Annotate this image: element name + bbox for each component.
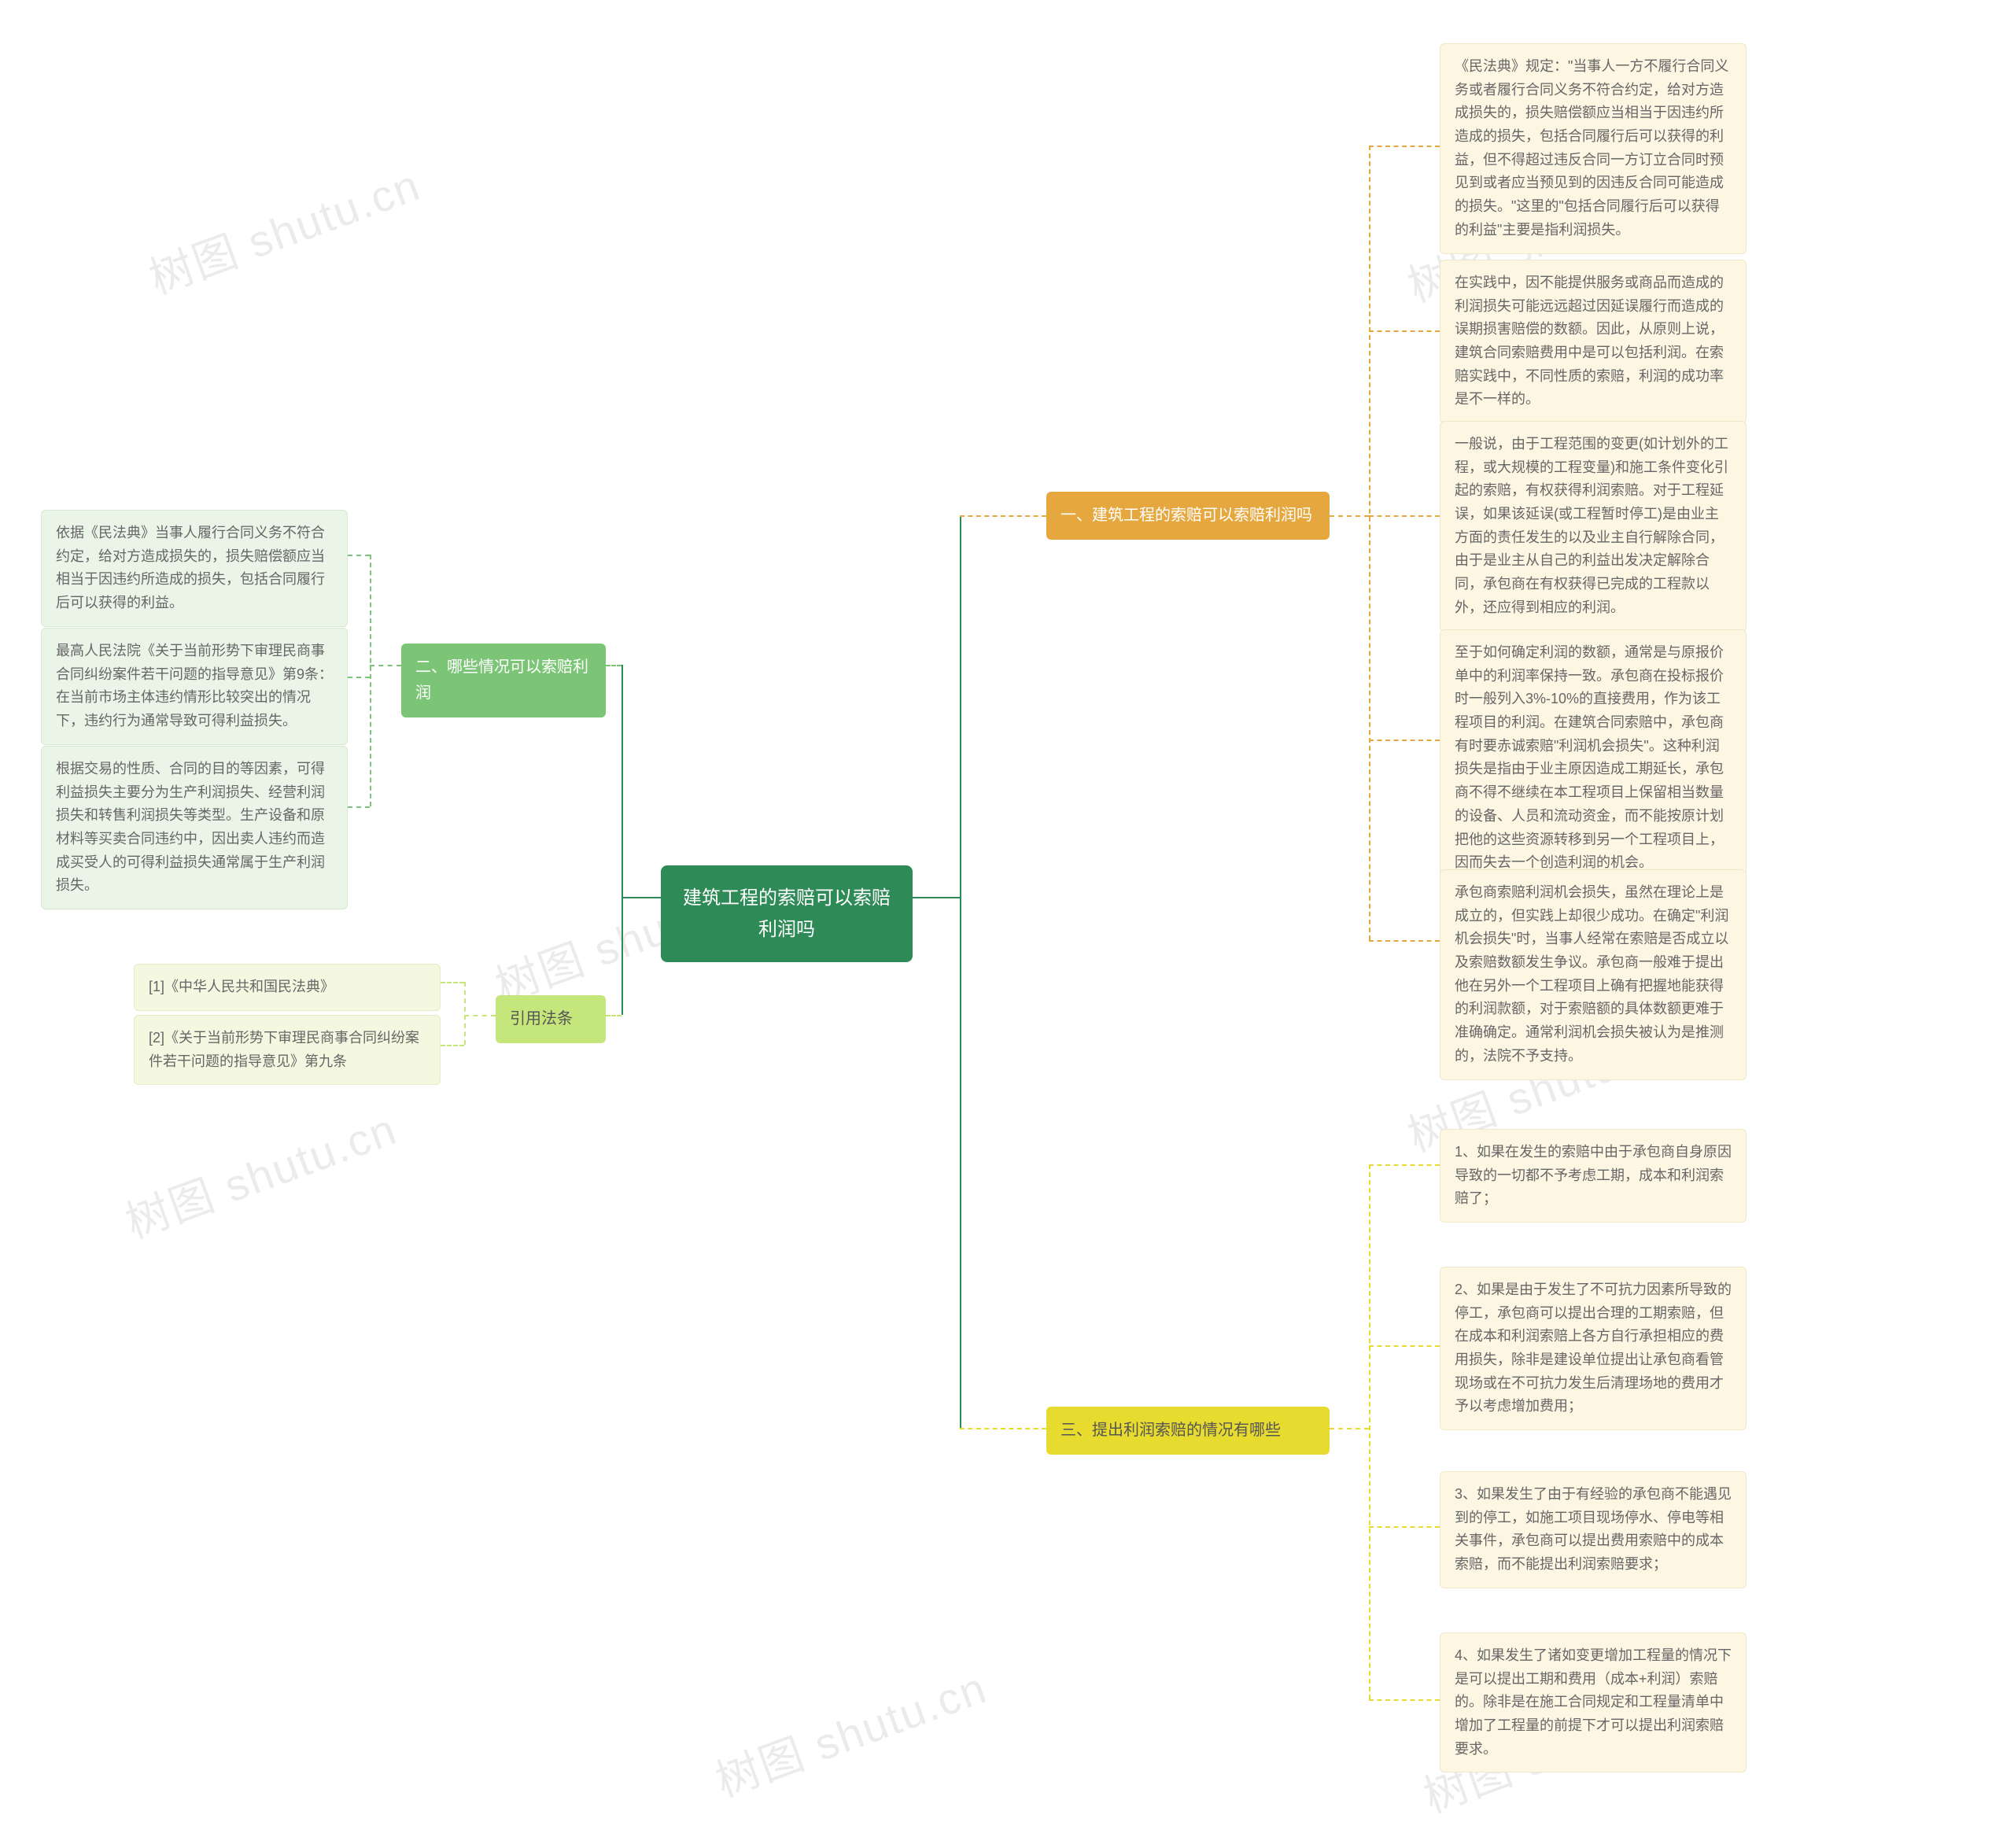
- leaf-node: 2、如果是由于发生了不可抗力因素所导致的停工，承包商可以提出合理的工期索赔，但在…: [1440, 1267, 1747, 1430]
- connector: [1369, 146, 1440, 147]
- connector: [441, 1045, 464, 1046]
- connector: [1369, 1699, 1440, 1701]
- leaf-node: 在实践中，因不能提供服务或商品而造成的利润损失可能远远超过因延误履行而造成的误期…: [1440, 260, 1747, 423]
- leaf-node: 根据交易的性质、合同的目的等因素，可得利益损失主要分为生产利润损失、经营利润损失…: [41, 746, 348, 909]
- connector: [1369, 740, 1440, 741]
- leaf-node: [1]《中华人民共和国民法典》: [134, 964, 441, 1011]
- connector: [1369, 1526, 1440, 1528]
- connector: [1369, 515, 1440, 517]
- connector: [622, 897, 661, 898]
- leaf-node: 1、如果在发生的索赔中由于承包商自身原因导致的一切都不予考虑工期，成本和利润索赔…: [1440, 1129, 1747, 1223]
- leaf-node: 承包商索赔利润机会损失，虽然在理论上是成立的，但实践上却很少成功。在确定"利润机…: [1440, 869, 1747, 1080]
- branch-node-2[interactable]: 二、哪些情况可以索赔利润: [401, 644, 606, 717]
- connector: [606, 1015, 622, 1016]
- connector: [960, 515, 961, 1428]
- connector: [464, 1015, 496, 1016]
- connector: [441, 982, 464, 983]
- branch-node-3[interactable]: 三、提出利润索赔的情况有哪些: [1046, 1407, 1330, 1455]
- connector: [370, 665, 401, 666]
- connector: [1369, 1164, 1370, 1699]
- connector: [622, 665, 623, 1015]
- leaf-node: 4、如果发生了诸如变更增加工程量的情况下是可以提出工期和费用（成本+利润）索赔的…: [1440, 1632, 1747, 1772]
- root-node[interactable]: 建筑工程的索赔可以索赔利润吗: [661, 865, 913, 962]
- leaf-node: 3、如果发生了由于有经验的承包商不能遇见到的停工，如施工项目现场停水、停电等相关…: [1440, 1471, 1747, 1588]
- connector: [370, 555, 371, 806]
- watermark: 树图 shutu.cn: [116, 1094, 404, 1252]
- connector: [1369, 1164, 1440, 1166]
- connector: [348, 806, 370, 808]
- connector: [1330, 1428, 1369, 1429]
- watermark: 树图 shutu.cn: [139, 150, 428, 308]
- branch-node-4[interactable]: 引用法条: [496, 995, 606, 1043]
- connector: [913, 897, 960, 898]
- connector: [1369, 146, 1370, 940]
- connector: [348, 677, 370, 678]
- watermark: 树图 shutu.cn: [706, 1653, 994, 1810]
- leaf-node: 一般说，由于工程范围的变更(如计划外的工程，或大规模的工程变量)和施工条件变化引…: [1440, 421, 1747, 632]
- leaf-node: 最高人民法院《关于当前形势下审理民商事合同纠纷案件若干问题的指导意见》第9条：在…: [41, 628, 348, 745]
- connector: [348, 555, 370, 556]
- connector: [1369, 1345, 1440, 1347]
- leaf-node: 依据《民法典》当事人履行合同义务不符合约定，给对方造成损失的，损失赔偿额应当相当…: [41, 510, 348, 627]
- leaf-node: [2]《关于当前形势下审理民商事合同纠纷案件若干问题的指导意见》第九条: [134, 1015, 441, 1085]
- branch-node-1[interactable]: 一、建筑工程的索赔可以索赔利润吗: [1046, 492, 1330, 540]
- connector: [1369, 940, 1440, 942]
- connector: [1330, 515, 1369, 517]
- connector: [960, 515, 1046, 517]
- leaf-node: 至于如何确定利润的数额，通常是与原报价单中的利润率保持一致。承包商在投标报价时一…: [1440, 629, 1747, 887]
- connector: [1369, 330, 1440, 332]
- connector: [960, 1428, 1046, 1429]
- connector: [464, 982, 466, 1045]
- connector: [606, 665, 622, 666]
- leaf-node: 《民法典》规定："当事人一方不履行合同义务或者履行合同义务不符合约定，给对方造成…: [1440, 43, 1747, 254]
